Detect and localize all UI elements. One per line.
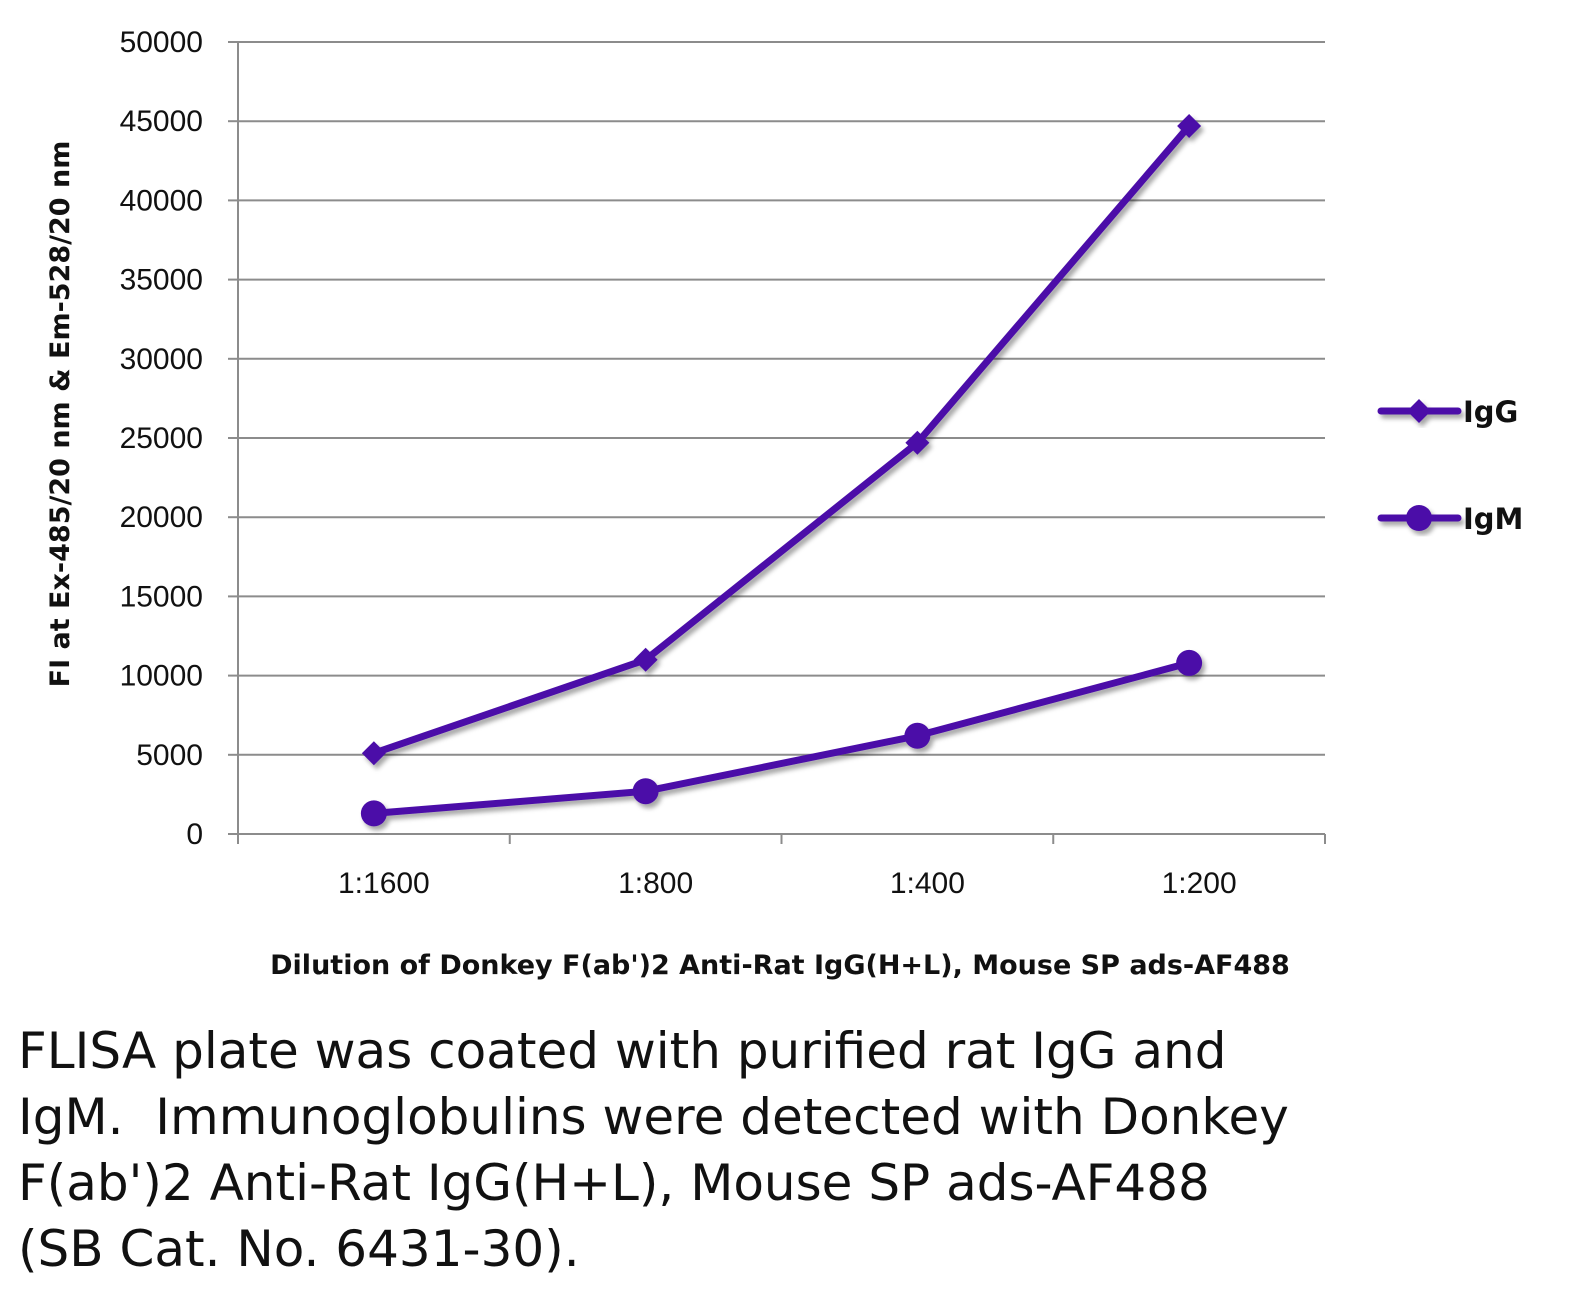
caption-line: (SB Cat. No. 6431-30). bbox=[18, 1220, 580, 1278]
data-point-circle bbox=[1406, 505, 1432, 531]
figure-caption: FLISA plate was coated with purified rat… bbox=[18, 1018, 1578, 1282]
legend-label: IgM bbox=[1463, 502, 1523, 536]
axes bbox=[228, 41, 1326, 844]
data-point-circle bbox=[632, 778, 659, 805]
y-tick-label: 20000 bbox=[120, 501, 203, 534]
y-tick-label: 30000 bbox=[120, 343, 203, 376]
series-igm bbox=[360, 649, 1203, 827]
data-point-circle bbox=[1176, 649, 1203, 676]
y-tick-label: 25000 bbox=[120, 422, 203, 455]
legend-label: IgG bbox=[1463, 395, 1518, 429]
line-chart: 0 5000 10000 15000 20000 25000 30000 35000 40000… bbox=[45, 26, 1523, 981]
gridlines bbox=[238, 41, 1325, 756]
x-axis-title: Dilution of Donkey F(ab')2 Anti-Rat IgG(… bbox=[270, 950, 1290, 981]
data-point-diamond bbox=[1407, 399, 1431, 423]
data-point-diamond bbox=[633, 647, 658, 672]
data-point-circle bbox=[360, 800, 387, 827]
series-igg bbox=[361, 113, 1202, 766]
caption-line: FLISA plate was coated with purified rat… bbox=[18, 1022, 1227, 1080]
y-tick-label: 45000 bbox=[120, 105, 203, 138]
legend: IgG IgM bbox=[1377, 395, 1523, 536]
legend-item bbox=[1377, 505, 1462, 531]
data-series bbox=[360, 113, 1203, 827]
data-point-diamond bbox=[905, 430, 930, 455]
y-tick-label: 50000 bbox=[120, 26, 203, 59]
y-tick-label: 0 bbox=[186, 818, 203, 851]
data-point-circle bbox=[904, 722, 931, 749]
data-point-diamond bbox=[1177, 113, 1202, 138]
x-tick-labels: 1:1600 1:800 1:400 1:200 bbox=[338, 867, 1237, 900]
y-tick-label: 35000 bbox=[120, 264, 203, 297]
x-tick-label: 1:200 bbox=[1162, 867, 1237, 900]
x-tick-label: 1:400 bbox=[890, 867, 965, 900]
y-axis-title: FI at Ex-485/20 nm & Em-528/20 nm bbox=[45, 141, 76, 688]
y-tick-label: 40000 bbox=[120, 184, 203, 217]
x-tick-label: 1:1600 bbox=[338, 867, 430, 900]
y-tick-label: 15000 bbox=[120, 580, 203, 613]
y-tick-label: 10000 bbox=[120, 660, 203, 693]
y-tick-labels: 0 5000 10000 15000 20000 25000 30000 35000 40000… bbox=[120, 26, 203, 851]
series-line bbox=[370, 122, 1193, 757]
legend-item bbox=[1377, 399, 1462, 423]
series-line bbox=[370, 659, 1193, 817]
x-tick-label: 1:800 bbox=[618, 867, 693, 900]
data-point-diamond bbox=[361, 741, 386, 766]
y-tick-label: 5000 bbox=[136, 739, 203, 772]
caption-line: F(ab')2 Anti-Rat IgG(H+L), Mouse SP ads-… bbox=[18, 1154, 1210, 1212]
caption-line: IgM. Immunoglobulins were detected with … bbox=[18, 1088, 1289, 1146]
